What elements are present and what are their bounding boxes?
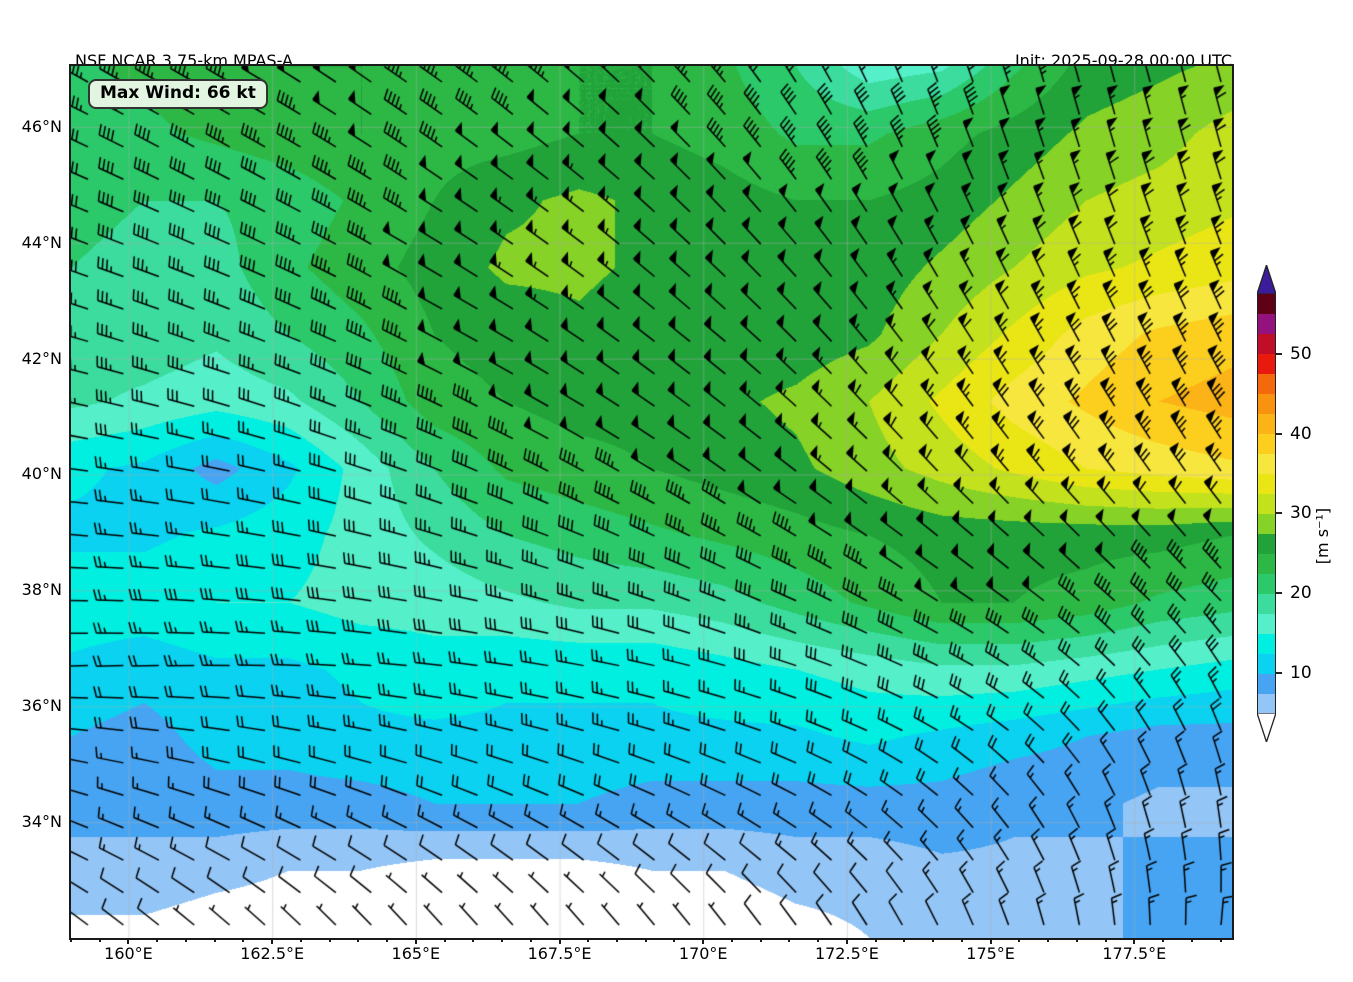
colorbar-segment <box>1257 373 1276 395</box>
x-minor-tick <box>472 938 475 942</box>
x-tick-label: 167.5°E <box>527 944 592 963</box>
x-tick-label: 162.5°E <box>240 944 305 963</box>
x-tick-label: 160°E <box>104 944 153 963</box>
x-minor-tick <box>759 938 762 942</box>
colorbar-units-label: [m s⁻¹] <box>1313 507 1332 565</box>
x-minor-tick <box>1162 938 1165 942</box>
colorbar-segment <box>1257 593 1276 614</box>
colorbar-segment <box>1257 473 1276 494</box>
colorbar-tick-label: 50 <box>1290 343 1312 364</box>
colorbar-under-arrow-icon <box>1257 713 1276 742</box>
x-minor-tick <box>1190 938 1193 942</box>
colorbar-segment <box>1257 533 1276 554</box>
x-major-tick <box>702 938 705 944</box>
x-tick-label: 165°E <box>391 944 441 963</box>
colorbar-segment <box>1257 613 1276 634</box>
colorbar-segment <box>1257 413 1276 435</box>
colorbar-segment <box>1257 653 1276 674</box>
colorbar-segment <box>1257 433 1276 455</box>
colorbar-tick <box>1276 432 1282 435</box>
x-tick-label: 177.5°E <box>1102 944 1167 963</box>
x-minor-tick <box>673 938 676 942</box>
colorbar-segment <box>1257 313 1276 335</box>
x-minor-tick <box>730 938 733 942</box>
colorbar-segment <box>1257 493 1276 514</box>
colorbar-segment <box>1257 513 1276 534</box>
x-minor-tick <box>903 938 906 942</box>
y-tick-label: 34°N <box>21 812 62 832</box>
x-minor-tick <box>932 938 935 942</box>
x-tick-label: 170°E <box>678 944 728 963</box>
colorbar-tick <box>1276 592 1282 595</box>
colorbar-segment <box>1257 693 1276 714</box>
y-tick-label: 40°N <box>21 464 62 484</box>
y-tick-label: 42°N <box>21 348 62 368</box>
x-minor-tick <box>1104 938 1107 942</box>
colorbar-segment <box>1257 453 1276 475</box>
x-minor-tick <box>1047 938 1050 942</box>
x-minor-tick <box>443 938 446 942</box>
x-minor-tick <box>299 938 302 942</box>
x-minor-tick <box>960 938 963 942</box>
colorbar-segment <box>1257 353 1276 375</box>
x-minor-tick <box>357 938 360 942</box>
x-minor-tick <box>386 938 389 942</box>
x-tick-label: 172.5°E <box>814 944 879 963</box>
x-minor-tick <box>788 938 791 942</box>
x-minor-tick <box>1075 938 1078 942</box>
x-major-tick <box>271 938 274 944</box>
x-minor-tick <box>587 938 590 942</box>
x-minor-tick <box>817 938 820 942</box>
colorbar-over-arrow-icon <box>1257 265 1276 294</box>
map-plot-area: Max Wind: 66 kt <box>69 64 1234 940</box>
x-minor-tick <box>328 938 331 942</box>
max-wind-badge: Max Wind: 66 kt <box>88 79 268 109</box>
colorbar-segment <box>1257 673 1276 694</box>
colorbar-tick-label: 10 <box>1290 663 1312 684</box>
colorbar-tick-label: 30 <box>1290 503 1312 524</box>
x-minor-tick <box>1018 938 1021 942</box>
colorbar-tick <box>1276 352 1282 355</box>
x-minor-tick <box>70 938 72 942</box>
x-minor-tick <box>213 938 216 942</box>
colorbar <box>1257 294 1276 714</box>
x-minor-tick <box>874 938 877 942</box>
x-minor-tick <box>529 938 532 942</box>
x-major-tick <box>989 938 992 944</box>
x-minor-tick <box>156 938 159 942</box>
x-major-tick <box>845 938 848 944</box>
colorbar-segment <box>1257 333 1276 355</box>
colorbar-segment <box>1257 573 1276 594</box>
colorbar-tick-label: 20 <box>1290 583 1312 604</box>
x-major-tick <box>127 938 130 944</box>
wind-map-canvas <box>71 66 1232 938</box>
x-minor-tick <box>98 938 101 942</box>
x-minor-tick <box>184 938 187 942</box>
x-tick-label: 175°E <box>966 944 1015 963</box>
x-major-tick <box>414 938 417 944</box>
y-tick-label: 44°N <box>21 232 62 252</box>
x-major-tick <box>558 938 561 944</box>
y-tick-label: 46°N <box>21 116 62 136</box>
x-minor-tick <box>616 938 618 942</box>
y-tick-label: 36°N <box>21 696 62 716</box>
colorbar-segment <box>1257 294 1276 315</box>
x-minor-tick <box>501 938 504 942</box>
colorbar-tick <box>1276 672 1282 675</box>
x-minor-tick <box>644 938 647 942</box>
x-minor-tick <box>1219 938 1222 942</box>
colorbar-tick <box>1276 512 1282 515</box>
y-tick-label: 38°N <box>21 580 62 600</box>
x-major-tick <box>1133 938 1136 944</box>
colorbar-tick-label: 40 <box>1290 423 1312 444</box>
colorbar-segment <box>1257 633 1276 654</box>
colorbar-segment <box>1257 393 1276 415</box>
x-minor-tick <box>242 938 245 942</box>
colorbar-segment <box>1257 553 1276 574</box>
